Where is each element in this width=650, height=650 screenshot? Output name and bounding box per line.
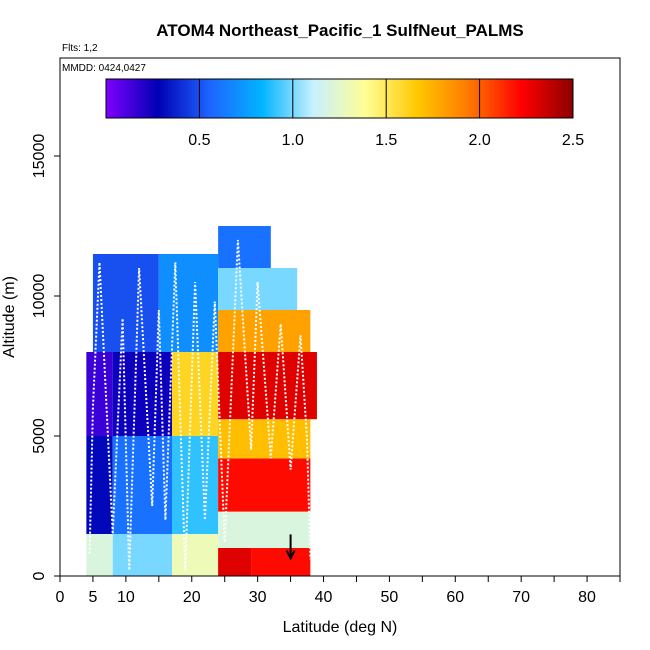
date-label: MMDD: 0424,0427 <box>62 63 146 74</box>
x-tick-label: 40 <box>315 589 333 606</box>
y-tick-label: 5000 <box>31 418 48 454</box>
flight-track-line <box>88 239 312 571</box>
x-tick-label: 10 <box>117 589 135 606</box>
colorbar-tick-label: 2.0 <box>468 132 490 149</box>
location-marker <box>285 534 296 561</box>
heatmap-cell-17 <box>218 310 311 352</box>
colorbar-tick-label: 2.5 <box>562 132 584 149</box>
heatmap-cell-4 <box>112 436 172 534</box>
x-tick-label: 0 <box>56 589 65 606</box>
x-axis-label: Latitude (deg N) <box>283 619 398 636</box>
heatmap-cell-10 <box>158 254 219 352</box>
heatmap-cell-1 <box>112 534 172 576</box>
heatmap-cell-9 <box>92 254 159 352</box>
colorbar-gradient <box>105 78 574 119</box>
x-tick-label: 50 <box>381 589 399 606</box>
heatmap-cells <box>86 226 317 576</box>
heatmap-cell-6 <box>86 352 113 436</box>
flights-label: Flts: 1,2 <box>62 43 98 54</box>
heatmap-cell-11 <box>218 548 252 576</box>
heatmap-cell-16 <box>218 352 317 420</box>
colorbar: 0.5 1.0 1.5 2.0 2.5 <box>105 78 584 149</box>
colorbar-tick-label: 1.0 <box>282 132 304 149</box>
y-tick-label: 0 <box>31 571 48 580</box>
y-axis: 0 5000 10000 15000 <box>31 134 60 580</box>
x-tick-label: 30 <box>249 589 267 606</box>
heatmap-cell-2 <box>172 534 219 576</box>
heatmap-cell-5 <box>172 436 219 534</box>
y-tick-label: 15000 <box>31 134 48 179</box>
x-tick-label: 5 <box>88 589 97 606</box>
colorbar-tick-label: 0.5 <box>188 132 210 149</box>
y-axis-label: Altitude (m) <box>1 276 18 358</box>
heatmap-cell-19 <box>218 226 271 268</box>
heatmap-cell-15 <box>218 419 311 459</box>
y-tick-label: 10000 <box>31 274 48 319</box>
plot-frame <box>59 57 621 577</box>
colorbar-tick-label: 1.5 <box>375 132 397 149</box>
x-tick-label: 20 <box>183 589 201 606</box>
chart-title: ATOM4 Northeast_Pacific_1 SulfNeut_PALMS <box>156 21 523 40</box>
x-tick-label: 70 <box>512 589 530 606</box>
x-tick-label: 80 <box>578 589 596 606</box>
flight-track <box>88 239 312 571</box>
x-axis: 0 5 10 20 30 40 50 60 70 80 <box>56 576 621 606</box>
heatmap-cell-14 <box>218 458 311 512</box>
heatmap-cell-12 <box>251 548 311 576</box>
heatmap-cell-13 <box>218 511 311 548</box>
marker-arrow-head <box>285 549 296 561</box>
x-tick-label: 60 <box>446 589 464 606</box>
